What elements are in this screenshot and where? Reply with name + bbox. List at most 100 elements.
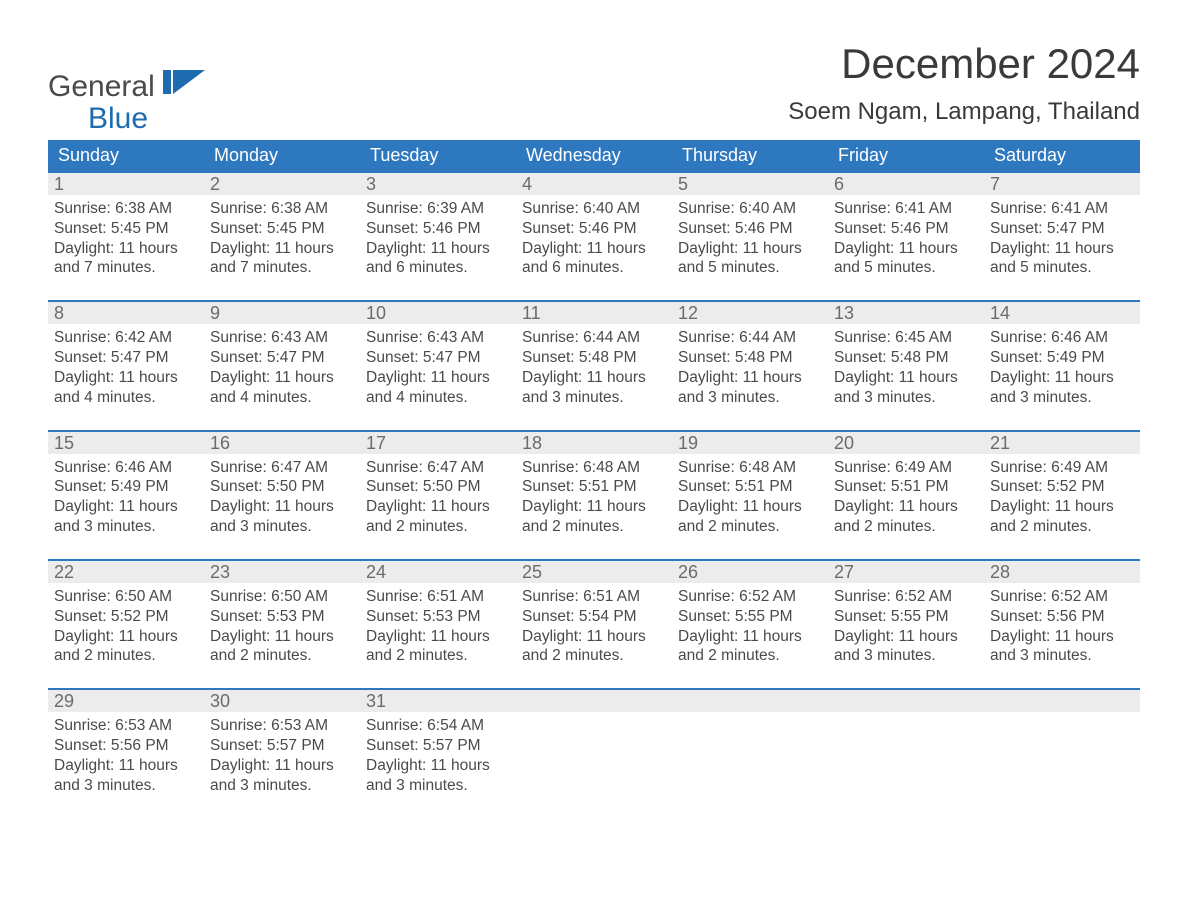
day-content: Sunrise: 6:49 AMSunset: 5:52 PMDaylight:… <box>984 454 1140 543</box>
day-dl1: Daylight: 11 hours <box>366 756 510 776</box>
day-content <box>672 712 828 722</box>
day-dl2: and 4 minutes. <box>210 388 354 408</box>
day-sunrise: Sunrise: 6:52 AM <box>678 587 822 607</box>
day-dl1: Daylight: 11 hours <box>54 239 198 259</box>
day-number: 11 <box>516 302 672 324</box>
day-sunset: Sunset: 5:51 PM <box>522 477 666 497</box>
day-dl1: Daylight: 11 hours <box>678 239 822 259</box>
day-cell: 5Sunrise: 6:40 AMSunset: 5:46 PMDaylight… <box>672 173 828 284</box>
day-dl1: Daylight: 11 hours <box>522 239 666 259</box>
day-content: Sunrise: 6:47 AMSunset: 5:50 PMDaylight:… <box>360 454 516 543</box>
flag-icon <box>163 70 205 100</box>
day-sunrise: Sunrise: 6:53 AM <box>210 716 354 736</box>
day-dl2: and 3 minutes. <box>990 646 1134 666</box>
day-sunrise: Sunrise: 6:39 AM <box>366 199 510 219</box>
day-cell: 13Sunrise: 6:45 AMSunset: 5:48 PMDayligh… <box>828 302 984 413</box>
day-cell: 15Sunrise: 6:46 AMSunset: 5:49 PMDayligh… <box>48 432 204 543</box>
day-number: 27 <box>828 561 984 583</box>
day-dl1: Daylight: 11 hours <box>990 627 1134 647</box>
day-dl2: and 7 minutes. <box>54 258 198 278</box>
day-content <box>828 712 984 722</box>
day-content: Sunrise: 6:43 AMSunset: 5:47 PMDaylight:… <box>360 324 516 413</box>
day-number <box>984 690 1140 712</box>
day-sunset: Sunset: 5:57 PM <box>210 736 354 756</box>
day-content: Sunrise: 6:41 AMSunset: 5:47 PMDaylight:… <box>984 195 1140 284</box>
day-content: Sunrise: 6:48 AMSunset: 5:51 PMDaylight:… <box>516 454 672 543</box>
weeks-container: 1Sunrise: 6:38 AMSunset: 5:45 PMDaylight… <box>48 171 1140 802</box>
weekday-cell: Sunday <box>48 140 204 171</box>
day-sunset: Sunset: 5:53 PM <box>210 607 354 627</box>
weekday-cell: Monday <box>204 140 360 171</box>
day-content: Sunrise: 6:38 AMSunset: 5:45 PMDaylight:… <box>204 195 360 284</box>
day-dl2: and 7 minutes. <box>210 258 354 278</box>
day-cell: 3Sunrise: 6:39 AMSunset: 5:46 PMDaylight… <box>360 173 516 284</box>
day-sunset: Sunset: 5:47 PM <box>990 219 1134 239</box>
day-sunrise: Sunrise: 6:40 AM <box>522 199 666 219</box>
day-dl2: and 2 minutes. <box>366 646 510 666</box>
day-cell: 19Sunrise: 6:48 AMSunset: 5:51 PMDayligh… <box>672 432 828 543</box>
day-sunrise: Sunrise: 6:49 AM <box>990 458 1134 478</box>
day-sunrise: Sunrise: 6:52 AM <box>834 587 978 607</box>
day-sunrise: Sunrise: 6:44 AM <box>678 328 822 348</box>
day-dl1: Daylight: 11 hours <box>366 239 510 259</box>
day-number <box>516 690 672 712</box>
day-content: Sunrise: 6:39 AMSunset: 5:46 PMDaylight:… <box>360 195 516 284</box>
day-sunset: Sunset: 5:49 PM <box>990 348 1134 368</box>
day-dl2: and 3 minutes. <box>990 388 1134 408</box>
day-sunrise: Sunrise: 6:46 AM <box>990 328 1134 348</box>
day-sunrise: Sunrise: 6:42 AM <box>54 328 198 348</box>
day-cell: 2Sunrise: 6:38 AMSunset: 5:45 PMDaylight… <box>204 173 360 284</box>
title-block: December 2024 Soem Ngam, Lampang, Thaila… <box>788 40 1140 134</box>
day-dl1: Daylight: 11 hours <box>366 627 510 647</box>
day-cell: 1Sunrise: 6:38 AMSunset: 5:45 PMDaylight… <box>48 173 204 284</box>
day-dl2: and 2 minutes. <box>522 646 666 666</box>
day-number: 25 <box>516 561 672 583</box>
day-sunset: Sunset: 5:47 PM <box>210 348 354 368</box>
week-row: 8 Sunrise: 6:42 AM Sunset: 5:47 PM Daylight… <box>48 300 1140 413</box>
day-dl1: Daylight: 11 hours <box>990 497 1134 517</box>
day-sunset: Sunset: 5:53 PM <box>366 607 510 627</box>
day-dl1: Daylight: 11 hours <box>834 368 978 388</box>
day-cell: 18Sunrise: 6:48 AMSunset: 5:51 PMDayligh… <box>516 432 672 543</box>
day-content: Sunrise: 6:52 AMSunset: 5:55 PMDaylight:… <box>672 583 828 672</box>
weekday-cell: Wednesday <box>516 140 672 171</box>
day-sunset: Sunset: 5:49 PM <box>54 477 198 497</box>
day-sunrise: Sunrise: 6:43 AM <box>366 328 510 348</box>
day-dl1: Daylight: 11 hours <box>210 627 354 647</box>
day-dl1: Daylight: 11 hours <box>678 497 822 517</box>
day-sunset: Sunset: 5:57 PM <box>366 736 510 756</box>
day-content: Sunrise: 6:53 AMSunset: 5:57 PMDaylight:… <box>204 712 360 801</box>
day-dl2: and 3 minutes. <box>54 517 198 537</box>
week-row: 22Sunrise: 6:50 AMSunset: 5:52 PMDayligh… <box>48 559 1140 672</box>
day-dl1: Daylight: 11 hours <box>678 627 822 647</box>
day-sunset: Sunset: 5:54 PM <box>522 607 666 627</box>
day-number: 17 <box>360 432 516 454</box>
day-cell <box>984 690 1140 801</box>
day-number: 8 <box>48 302 204 324</box>
day-dl1: Daylight: 11 hours <box>210 497 354 517</box>
day-dl1: Daylight: 11 hours <box>54 627 198 647</box>
day-cell: 30Sunrise: 6:53 AMSunset: 5:57 PMDayligh… <box>204 690 360 801</box>
day-dl2: and 2 minutes. <box>366 517 510 537</box>
day-cell: 23Sunrise: 6:50 AMSunset: 5:53 PMDayligh… <box>204 561 360 672</box>
day-content: Sunrise: 6:48 AMSunset: 5:51 PMDaylight:… <box>672 454 828 543</box>
week-row: 15Sunrise: 6:46 AMSunset: 5:49 PMDayligh… <box>48 430 1140 543</box>
day-sunrise: Sunrise: 6:49 AM <box>834 458 978 478</box>
day-content: Sunrise: 6:46 AMSunset: 5:49 PMDaylight:… <box>48 454 204 543</box>
day-number: 23 <box>204 561 360 583</box>
weekday-cell: Tuesday <box>360 140 516 171</box>
day-dl2: and 3 minutes. <box>678 388 822 408</box>
day-number <box>828 690 984 712</box>
day-content: Sunrise: 6:43 AMSunset: 5:47 PMDaylight:… <box>204 324 360 413</box>
day-number: 24 <box>360 561 516 583</box>
logo-text-top: General <box>48 70 155 103</box>
day-dl1: Daylight: 11 hours <box>54 756 198 776</box>
day-sunrise: Sunrise: 6:43 AM <box>210 328 354 348</box>
day-sunset: Sunset: 5:50 PM <box>210 477 354 497</box>
day-dl1: Daylight: 11 hours <box>54 368 198 388</box>
day-number: 3 <box>360 173 516 195</box>
weekday-cell: Thursday <box>672 140 828 171</box>
weekday-cell: Saturday <box>984 140 1140 171</box>
day-sunset: Sunset: 5:45 PM <box>54 219 198 239</box>
day-cell: 22Sunrise: 6:50 AMSunset: 5:52 PMDayligh… <box>48 561 204 672</box>
